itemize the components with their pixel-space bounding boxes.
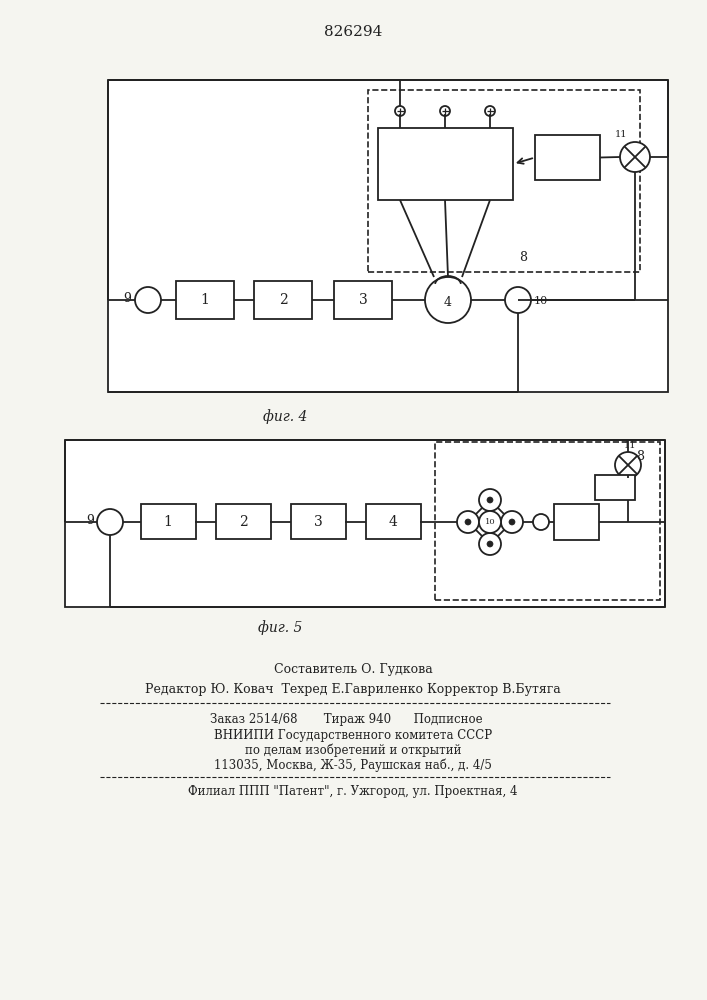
Circle shape bbox=[615, 452, 641, 478]
Bar bbox=[535, 135, 600, 180]
Text: 2: 2 bbox=[239, 515, 247, 529]
Circle shape bbox=[485, 106, 495, 116]
Bar bbox=[216, 504, 271, 539]
Text: фиг. 4: фиг. 4 bbox=[263, 410, 307, 424]
Circle shape bbox=[135, 287, 161, 313]
Text: 2: 2 bbox=[279, 293, 287, 307]
Bar bbox=[554, 504, 599, 540]
Bar bbox=[595, 475, 635, 500]
Bar bbox=[291, 504, 346, 539]
Bar bbox=[334, 281, 392, 319]
Text: 4: 4 bbox=[444, 296, 452, 308]
Circle shape bbox=[425, 277, 471, 323]
Circle shape bbox=[479, 533, 501, 555]
Circle shape bbox=[509, 519, 515, 525]
Text: ВНИИПИ Государственного комитета СССР: ВНИИПИ Государственного комитета СССР bbox=[214, 728, 492, 742]
Circle shape bbox=[533, 514, 549, 530]
Bar bbox=[378, 128, 513, 200]
Circle shape bbox=[440, 106, 450, 116]
Bar bbox=[176, 281, 234, 319]
Text: 3: 3 bbox=[358, 293, 368, 307]
Circle shape bbox=[487, 541, 493, 547]
Bar bbox=[141, 504, 196, 539]
Text: Составитель О. Гудкова: Составитель О. Гудкова bbox=[274, 664, 433, 676]
Bar bbox=[368, 90, 640, 272]
Circle shape bbox=[97, 509, 123, 535]
Bar bbox=[366, 504, 421, 539]
Text: 11: 11 bbox=[615, 130, 627, 139]
Text: фиг. 5: фиг. 5 bbox=[258, 621, 302, 635]
Text: Заказ 2514/68       Тираж 940      Подписное: Заказ 2514/68 Тираж 940 Подписное bbox=[210, 714, 483, 726]
Circle shape bbox=[501, 511, 523, 533]
Text: 826294: 826294 bbox=[324, 25, 382, 39]
Text: 1: 1 bbox=[163, 515, 173, 529]
Circle shape bbox=[505, 287, 531, 313]
Text: Редактор Ю. Ковач  Техред Е.Гавриленко Корректор В.Бутяга: Редактор Ю. Ковач Техред Е.Гавриленко Ко… bbox=[145, 684, 561, 696]
Circle shape bbox=[457, 511, 479, 533]
Text: 113035, Москва, Ж-35, Раушская наб., д. 4/5: 113035, Москва, Ж-35, Раушская наб., д. … bbox=[214, 758, 492, 772]
Bar bbox=[65, 440, 665, 607]
Text: 11: 11 bbox=[624, 441, 636, 450]
Text: Филиал ППП "Патент", г. Ужгород, ул. Проектная, 4: Филиал ППП "Патент", г. Ужгород, ул. Про… bbox=[188, 786, 518, 798]
Circle shape bbox=[479, 511, 501, 533]
Text: 3: 3 bbox=[314, 515, 322, 529]
Circle shape bbox=[487, 497, 493, 503]
Circle shape bbox=[479, 489, 501, 511]
Text: 4: 4 bbox=[389, 515, 397, 529]
Text: 8: 8 bbox=[636, 450, 644, 463]
Bar bbox=[435, 442, 660, 600]
Text: 8: 8 bbox=[519, 251, 527, 264]
Text: 10: 10 bbox=[534, 296, 548, 306]
Bar bbox=[108, 80, 668, 392]
Text: 9: 9 bbox=[123, 292, 131, 304]
Circle shape bbox=[465, 519, 471, 525]
Text: 10: 10 bbox=[485, 518, 496, 526]
Text: 1: 1 bbox=[201, 293, 209, 307]
Circle shape bbox=[620, 142, 650, 172]
Bar bbox=[254, 281, 312, 319]
Text: 9: 9 bbox=[86, 514, 94, 526]
Circle shape bbox=[395, 106, 405, 116]
Text: по делам изобретений и открытий: по делам изобретений и открытий bbox=[245, 743, 461, 757]
